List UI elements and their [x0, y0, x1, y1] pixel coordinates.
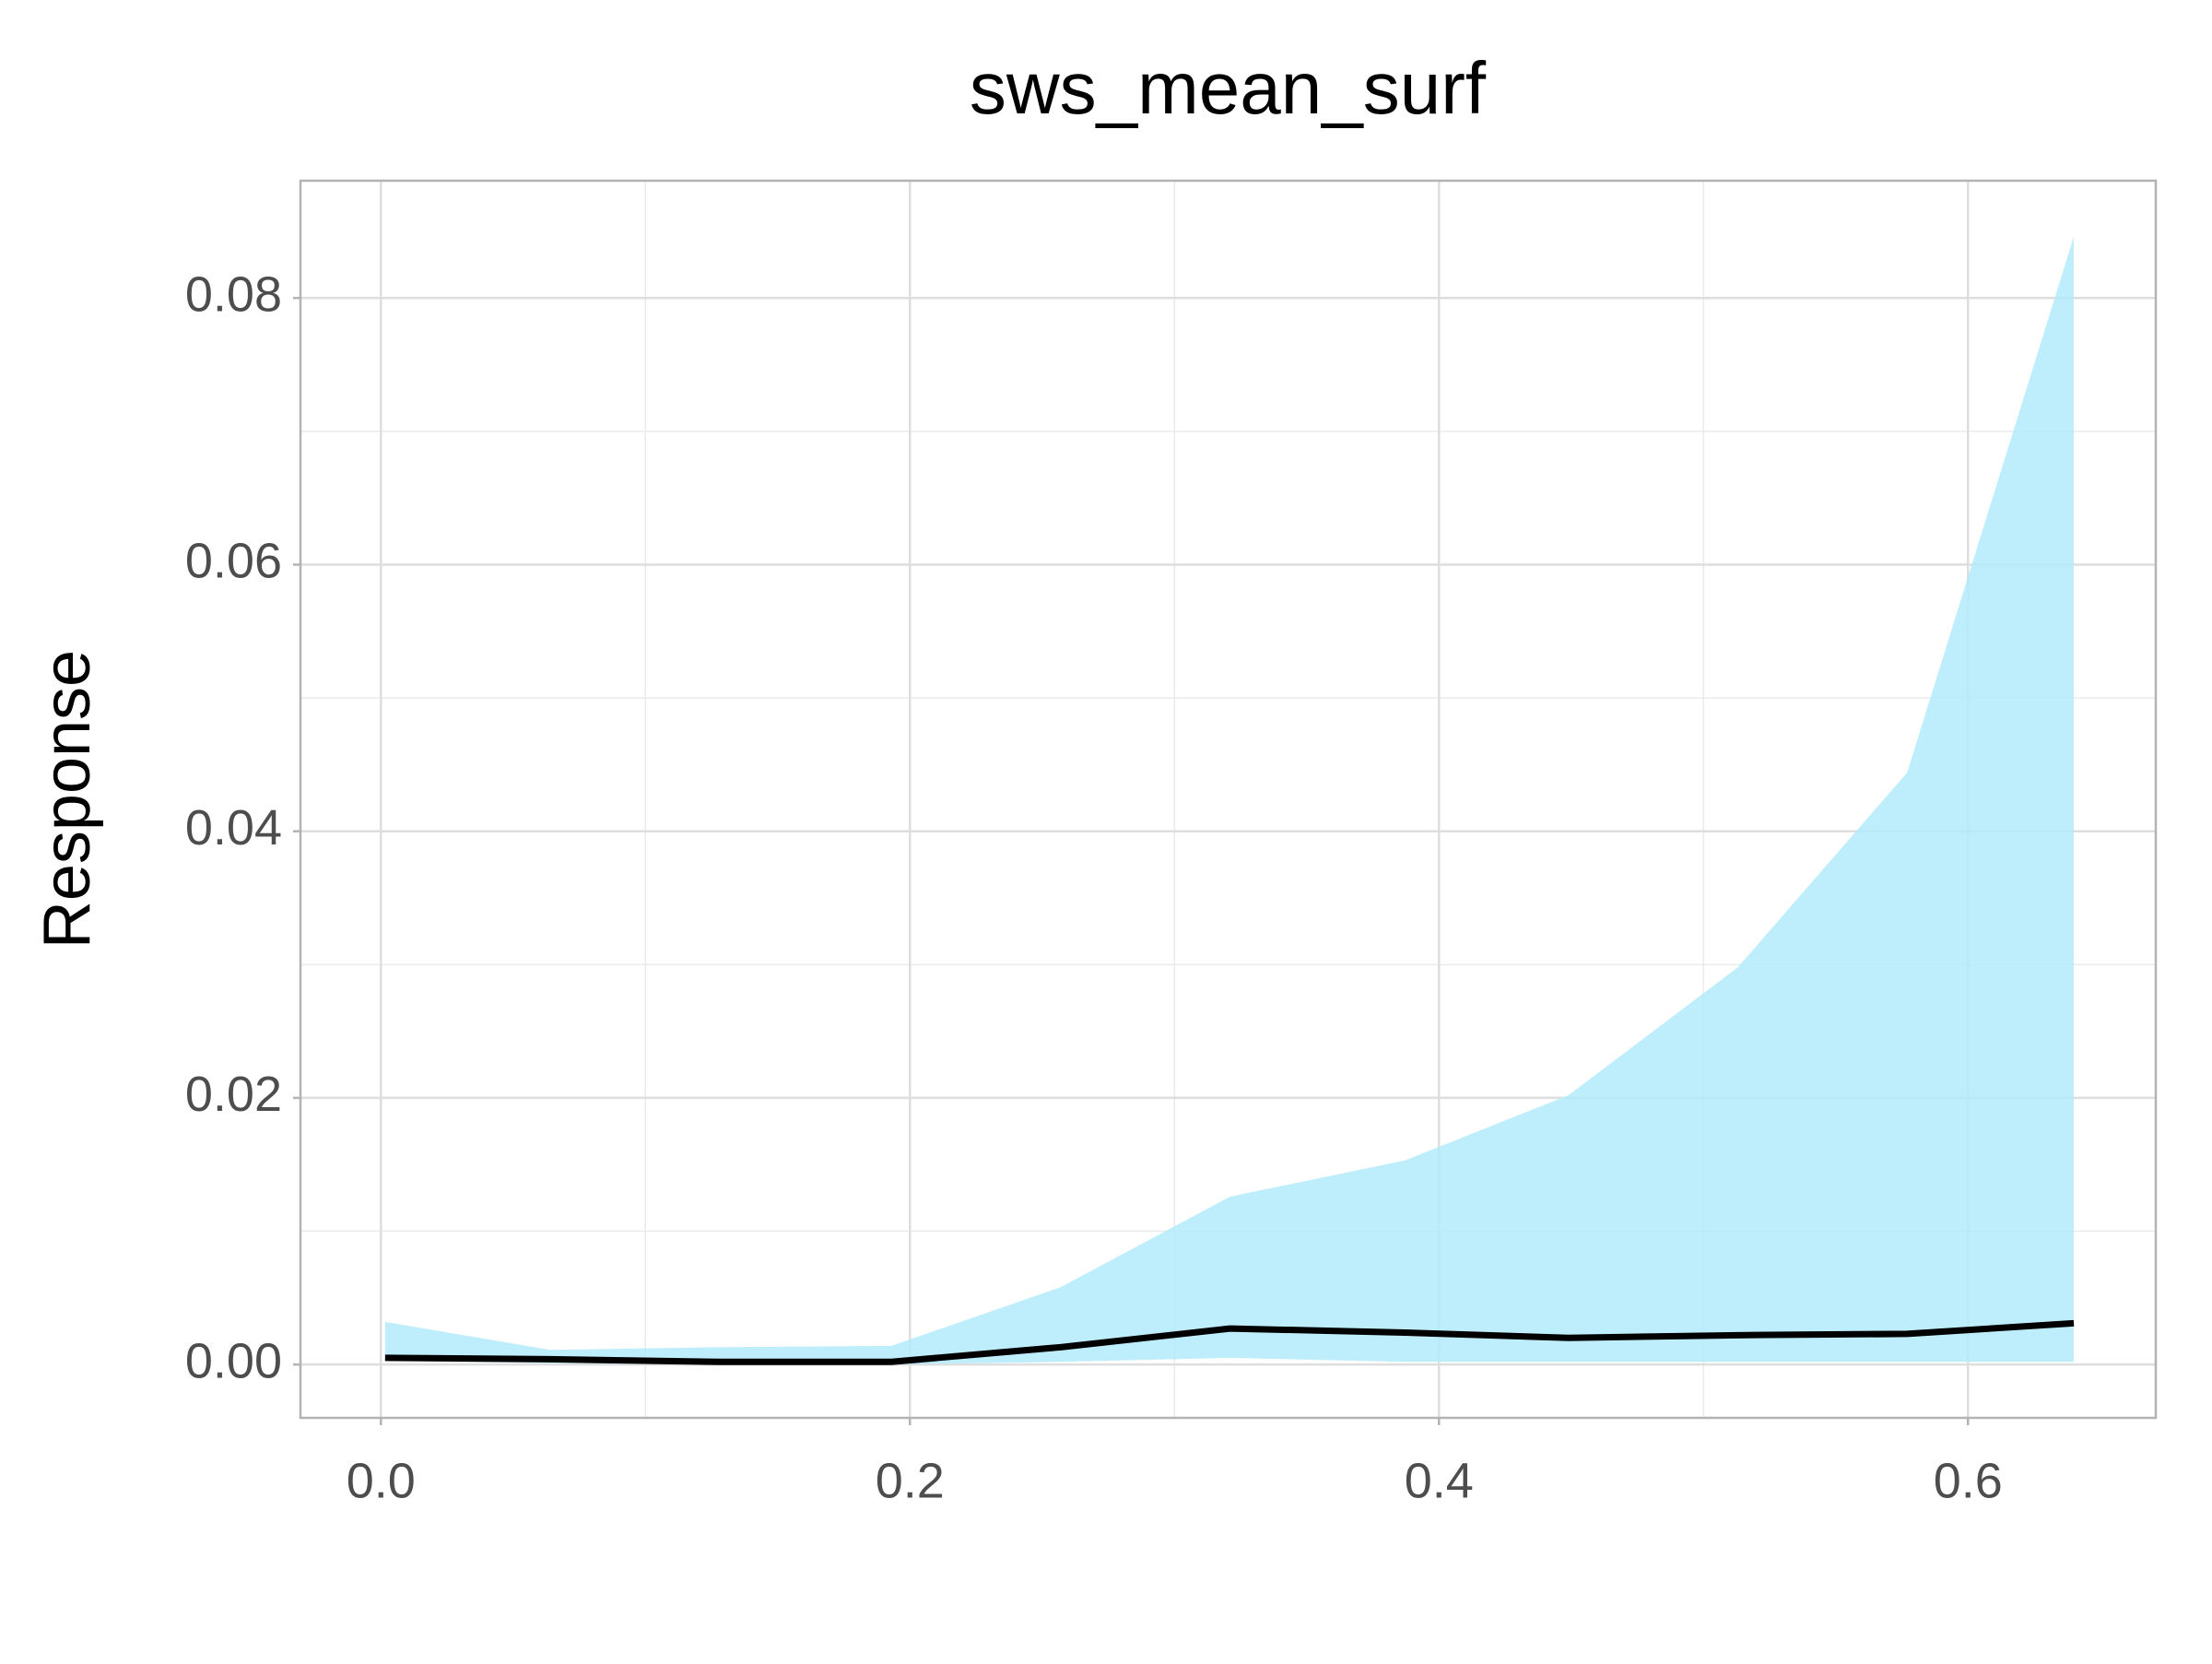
y-tick-label: 0.06 — [185, 534, 282, 589]
y-tick-label: 0.00 — [185, 1333, 282, 1388]
x-tick-label: 0.6 — [1934, 1453, 2003, 1508]
x-tick-label: 0.2 — [876, 1453, 945, 1508]
y-axis-label: Response — [30, 650, 104, 949]
y-tick-label: 0.02 — [185, 1067, 282, 1122]
chart-title: sws_mean_surf — [970, 47, 1487, 129]
y-tick-label: 0.08 — [185, 267, 282, 323]
y-tick-label: 0.04 — [185, 800, 282, 856]
line — [384, 1319, 2075, 1365]
x-tick-label: 0.0 — [347, 1453, 416, 1508]
panel-border — [299, 179, 2158, 1420]
x-tick-label: 0.4 — [1405, 1453, 1474, 1508]
confidence-band — [384, 236, 2075, 1365]
